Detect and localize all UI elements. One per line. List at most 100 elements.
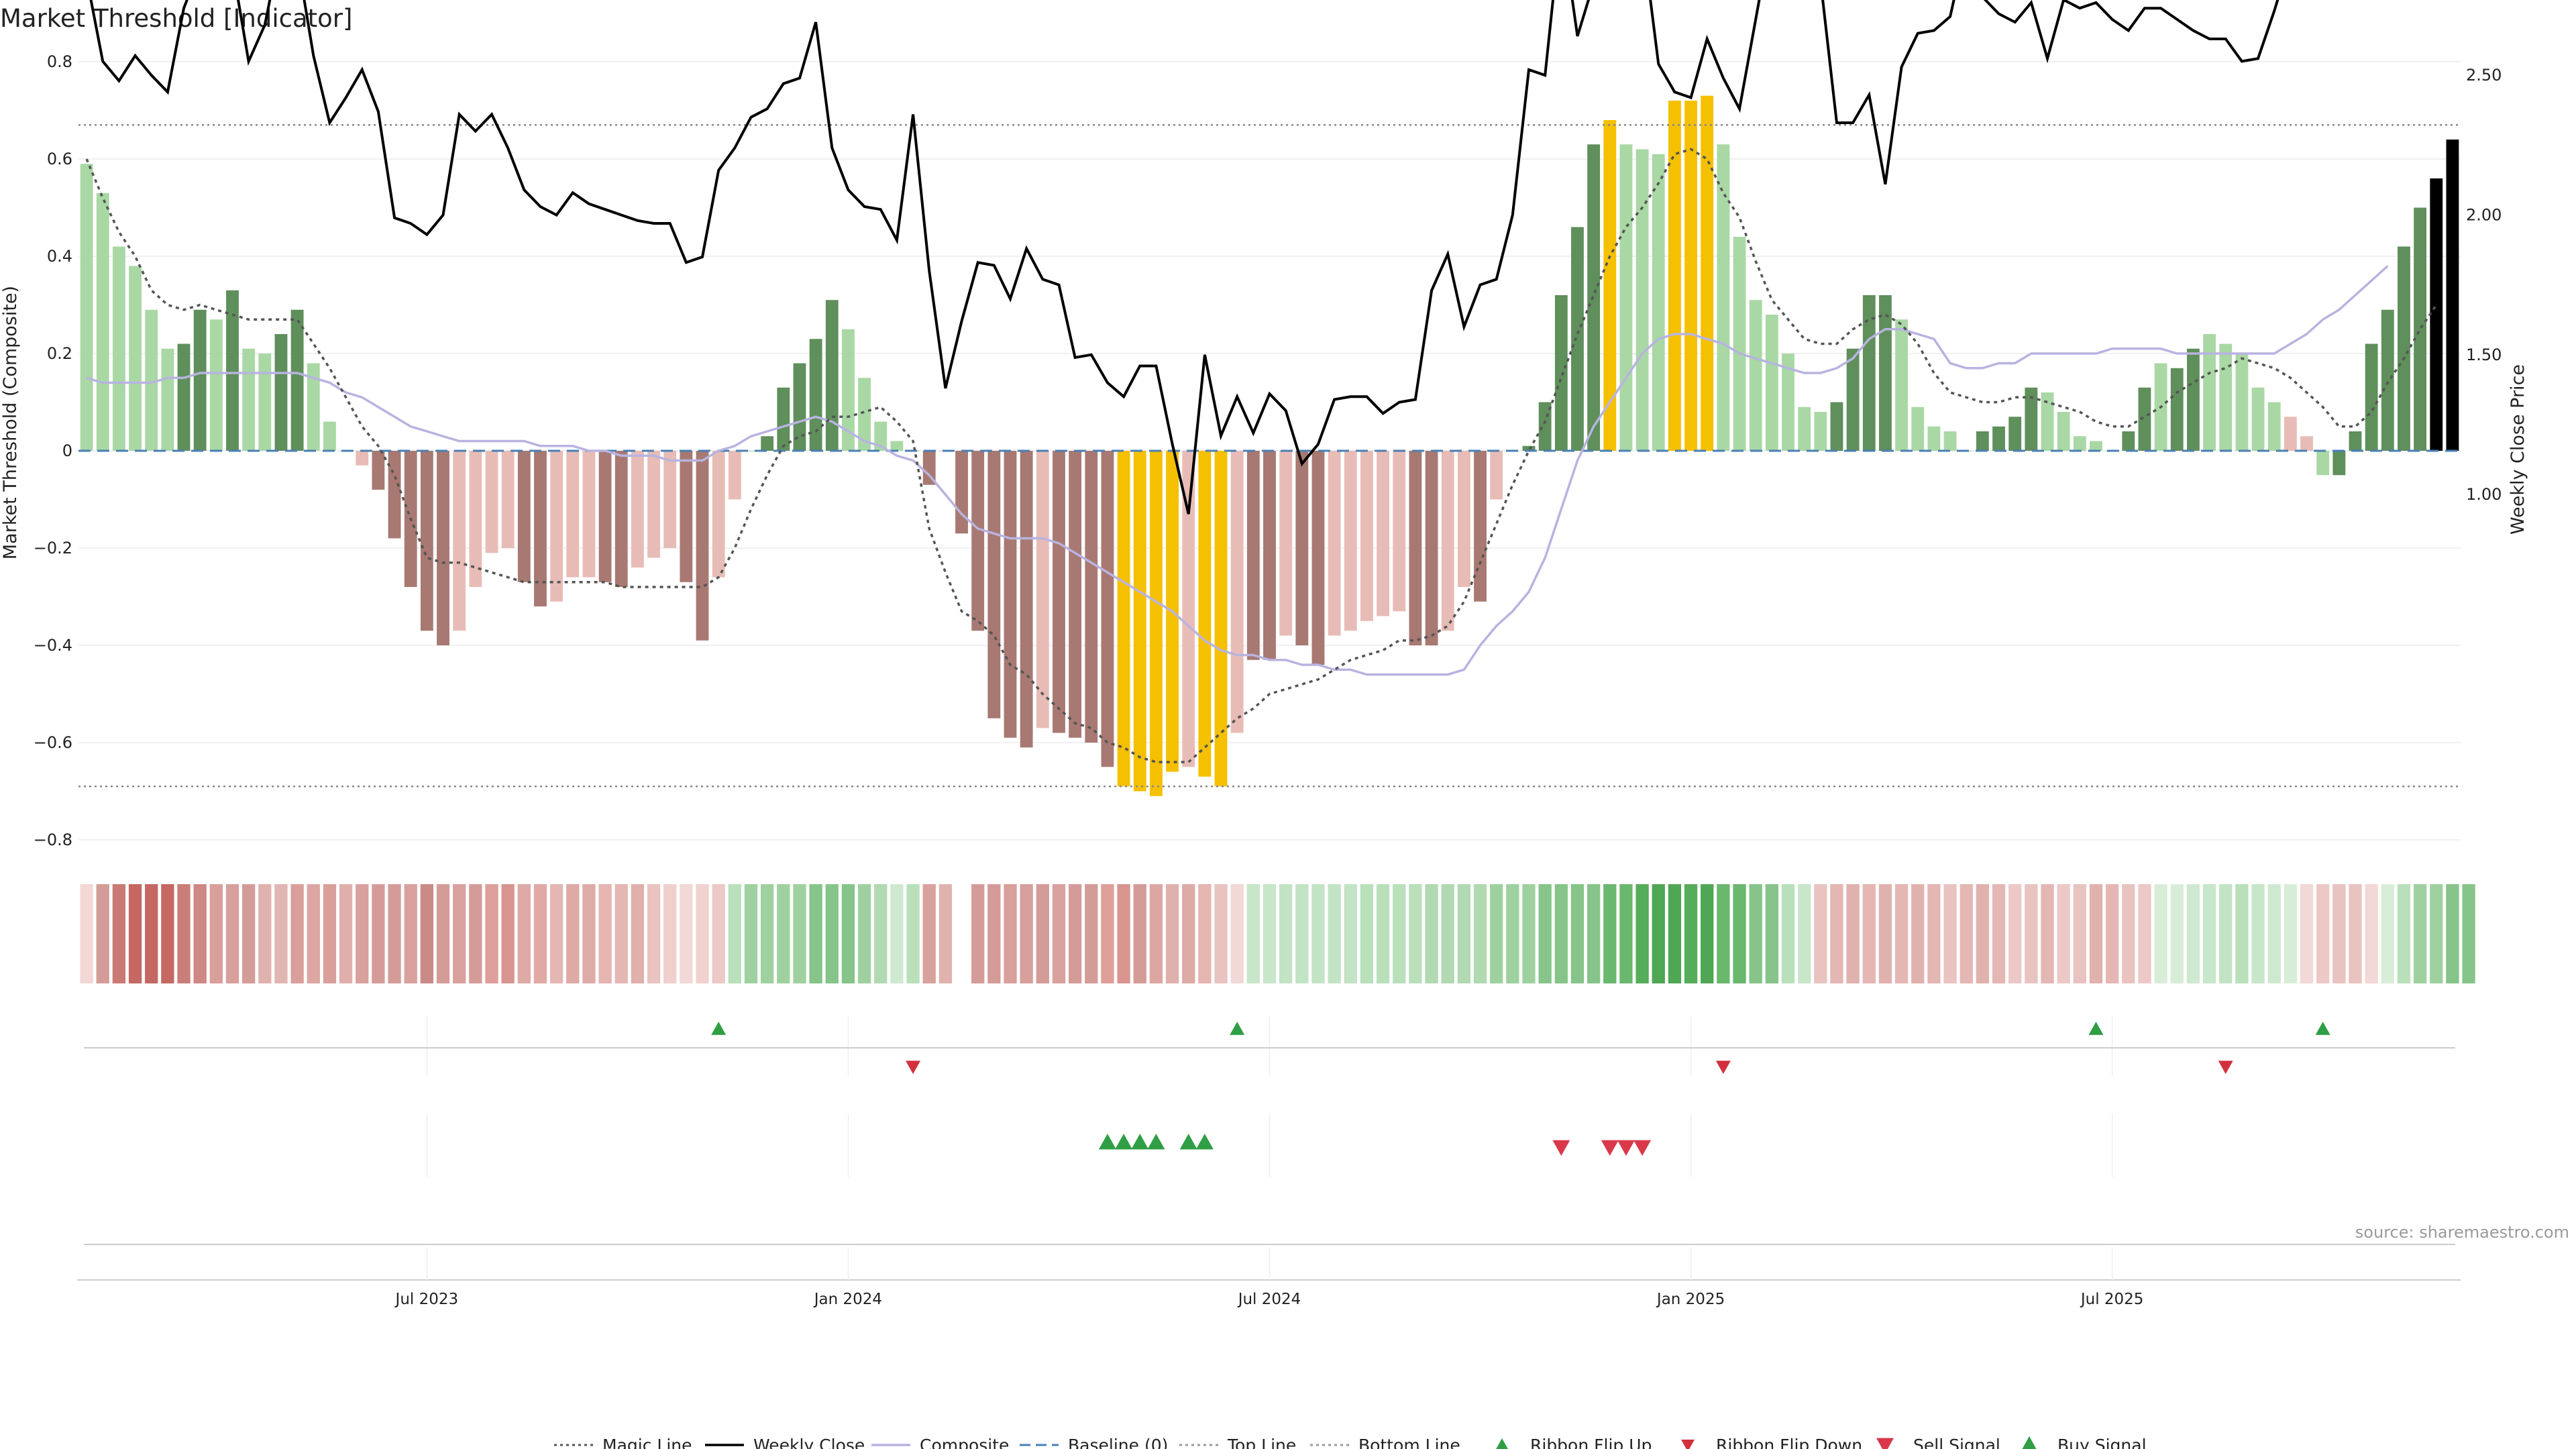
ribbon-cell [1506, 884, 1519, 983]
left-tick-label: −0.6 [34, 733, 72, 752]
ribbon-cell [1538, 884, 1552, 983]
composite-bar [1295, 451, 1309, 645]
composite-bar [2203, 334, 2216, 451]
composite-bar [550, 451, 564, 602]
buy-signal-marker [1195, 1134, 1214, 1150]
ribbon-cell [2462, 884, 2475, 983]
composite-bar [922, 451, 936, 485]
composite-bar [809, 339, 822, 451]
composite-bar [712, 451, 725, 578]
composite-bar [858, 378, 871, 451]
ribbon-cell [1441, 884, 1454, 983]
ribbon-cell [1781, 884, 1795, 983]
ribbon-cell [1133, 884, 1146, 983]
composite-bar [1441, 451, 1454, 631]
ribbon-cell [112, 884, 126, 983]
composite-bar [177, 343, 191, 451]
ribbon-cell [2154, 884, 2167, 983]
ribbon-cell [1165, 884, 1179, 983]
buy-signal-marker [1098, 1134, 1116, 1150]
composite-bar [290, 309, 304, 451]
composite-bar [226, 290, 239, 451]
composite-bar [1279, 451, 1293, 636]
ribbon-cell [1749, 884, 1762, 983]
ribbon-cell [356, 884, 369, 983]
ribbon-flip-up-marker [2315, 1022, 2330, 1035]
composite-bar [1814, 412, 1827, 451]
ribbon-cell [2430, 884, 2443, 983]
composite-bar [1846, 348, 1860, 451]
ribbon-cell [971, 884, 985, 983]
ribbon-cell [1149, 884, 1163, 983]
ribbon-cell [1409, 884, 1422, 983]
source-credit: source: sharemaestro.com [2355, 1223, 2569, 1242]
composite-bar [1263, 451, 1276, 660]
composite-bar [2430, 178, 2443, 451]
ribbon-cell [582, 884, 596, 983]
ribbon-cell [566, 884, 580, 983]
ribbon-cell [209, 884, 223, 983]
ribbon-cell [712, 884, 725, 983]
ribbon-cell [241, 884, 256, 983]
ribbon-cell [1635, 884, 1649, 983]
legend-symbol [1876, 1438, 1894, 1449]
ribbon-cell [1328, 884, 1341, 983]
ribbon-cell [793, 884, 806, 983]
legend-item: Top Line [1179, 1436, 1296, 1449]
ribbon-cell [80, 884, 93, 983]
composite-bar [631, 451, 644, 568]
ribbon-cell [1360, 884, 1374, 983]
ribbon-cell [987, 884, 1001, 983]
ribbon-cell [1246, 884, 1260, 983]
ribbon-cell [2235, 884, 2249, 983]
composite-line [86, 265, 2389, 676]
composite-bar [1765, 315, 1778, 451]
composite-bar [1425, 451, 1438, 645]
ribbon-cell [2251, 884, 2265, 983]
ribbon-cell [1068, 884, 1082, 983]
ribbon-cell [549, 884, 564, 983]
ribbon-cell [1101, 884, 1114, 983]
ribbon-cell [323, 884, 337, 983]
ribbon-cell [2073, 884, 2086, 983]
x-tick-label: Jan 2025 [1656, 1291, 1725, 1308]
ribbon-cell [1295, 884, 1309, 983]
composite-bar [1619, 144, 1633, 451]
ribbon-cell [2025, 884, 2038, 983]
ribbon-cell [874, 884, 888, 983]
composite-bar [274, 334, 288, 451]
ribbon-cell [955, 884, 969, 983]
ribbon-cell [2105, 884, 2119, 983]
ribbon-cell [680, 884, 693, 983]
legend-item: Buy Signal [2022, 1436, 2147, 1449]
composite-bar [534, 451, 547, 606]
composite-bar [323, 421, 336, 451]
composite-bar [2090, 441, 2102, 451]
ribbon-flip-up-marker [711, 1022, 727, 1035]
legend-item: Bottom Line [1310, 1436, 1460, 1449]
ribbon-flip-down-marker [906, 1061, 921, 1074]
composite-bar [1149, 451, 1163, 796]
composite-bar [2381, 309, 2394, 451]
ribbon-cell [1425, 884, 1438, 983]
ribbon-cell [1830, 884, 1843, 983]
composite-bar [777, 387, 790, 451]
sell-signal-marker [1552, 1140, 1570, 1156]
ribbon-cell [1263, 884, 1277, 983]
ribbon-cell [1214, 884, 1228, 983]
left-tick-label: 0.6 [47, 150, 72, 168]
ribbon-cell [1490, 884, 1503, 983]
ribbon-cell [1522, 884, 1536, 983]
composite-bar [2219, 343, 2233, 451]
composite-bar [161, 348, 174, 451]
ribbon-cell [1603, 884, 1617, 983]
ribbon-cell [372, 884, 385, 983]
composite-bar [1976, 431, 1989, 451]
x-tick-label: Jul 2025 [2080, 1291, 2144, 1308]
composite-bar [761, 436, 774, 451]
left-tick-label: −0.4 [34, 636, 72, 655]
ribbon-cell [1230, 884, 1244, 983]
chart-lines [78, 0, 2461, 788]
ribbon-cell [2202, 884, 2216, 983]
legend-item: Ribbon Flip Up [1496, 1436, 1652, 1449]
